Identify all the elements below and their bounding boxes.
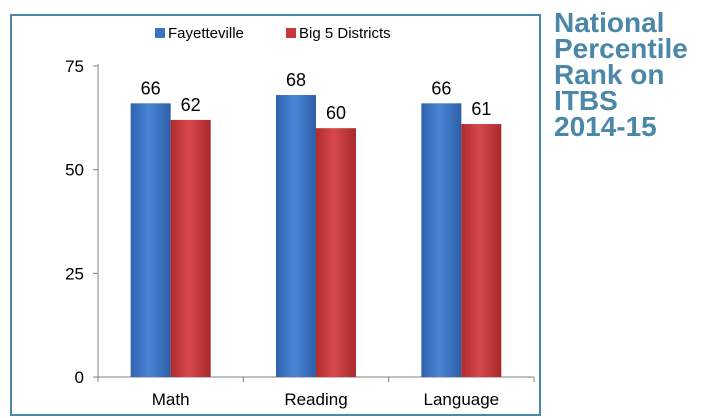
- data-label: 68: [286, 70, 306, 90]
- bar: [170, 119, 211, 377]
- side-title-line-2: Percentile: [554, 33, 688, 64]
- data-label: 66: [431, 78, 451, 98]
- legend-label: Big 5 Districts: [299, 25, 391, 42]
- legend-swatch: [286, 28, 296, 38]
- y-tick-label: 0: [75, 368, 84, 387]
- bar: [461, 124, 502, 377]
- side-title-line-1: National: [554, 7, 665, 38]
- y-tick-label: 25: [65, 264, 84, 283]
- side-title: National Percentile Rank on ITBS 2014-15: [554, 7, 722, 142]
- legend-swatch: [155, 28, 165, 38]
- bar: [130, 103, 171, 377]
- bar: [316, 128, 356, 377]
- legend-label: Fayetteville: [168, 25, 244, 42]
- side-title-line-5: 2014-15: [554, 111, 657, 142]
- side-title-line-4: ITBS: [554, 85, 618, 116]
- x-tick-label: Math: [152, 390, 190, 409]
- chart-frame: Fayetteville Big 5 Districts 0 25 50 75 Math R…: [10, 14, 541, 416]
- bars: [130, 95, 502, 377]
- data-label: 62: [181, 95, 201, 115]
- bar-chart: Fayetteville Big 5 Districts 0 25 50 75 Math R…: [65, 25, 535, 409]
- bar: [276, 95, 316, 377]
- data-label: 61: [471, 99, 491, 119]
- legend: Fayetteville Big 5 Districts: [155, 25, 391, 42]
- data-label: 60: [326, 103, 346, 123]
- x-tick-label: Reading: [284, 390, 347, 409]
- data-labels: 66 62 68 60 66 61: [141, 70, 492, 123]
- data-label: 66: [141, 78, 161, 98]
- y-tick-label: 50: [65, 161, 84, 180]
- x-tick-label: Language: [424, 390, 500, 409]
- bar: [421, 103, 462, 377]
- y-tick-label: 75: [65, 57, 84, 76]
- side-title-line-3: Rank on: [554, 59, 665, 90]
